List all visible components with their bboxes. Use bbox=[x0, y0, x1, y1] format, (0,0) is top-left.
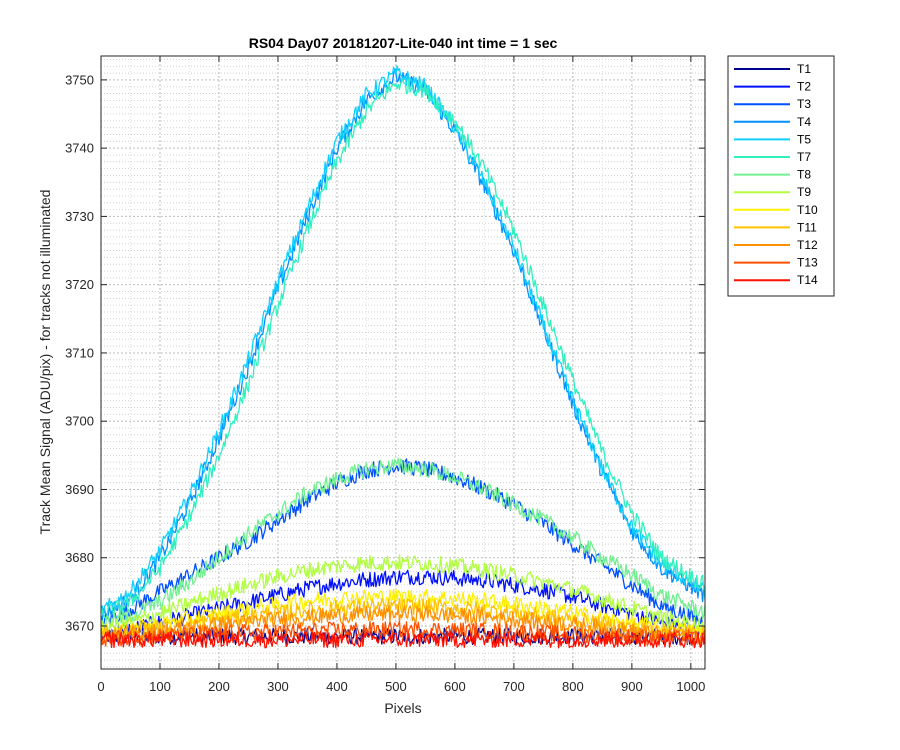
y-tick-label: 3700 bbox=[65, 414, 94, 429]
x-axis-label: Pixels bbox=[384, 700, 421, 716]
x-tick-label: 700 bbox=[503, 679, 525, 694]
legend-label-t7: T7 bbox=[797, 150, 811, 164]
series-layer bbox=[100, 65, 706, 649]
y-axis-label: Track Mean Signal (ADU/pix) - for tracks… bbox=[37, 190, 53, 535]
y-tick-label: 3710 bbox=[65, 345, 94, 360]
legend-label-t9: T9 bbox=[797, 185, 811, 199]
x-tick-label: 400 bbox=[326, 679, 348, 694]
x-tick-label: 900 bbox=[621, 679, 643, 694]
legend-label-t11: T11 bbox=[797, 220, 817, 234]
x-tick-label: 800 bbox=[562, 679, 584, 694]
legend-label-t1: T1 bbox=[797, 62, 811, 76]
x-tick-label: 100 bbox=[149, 679, 171, 694]
y-tick-label: 3730 bbox=[65, 209, 94, 224]
y-tick-label: 3740 bbox=[65, 141, 94, 156]
series-line-t13 bbox=[100, 620, 706, 647]
series-line-t8 bbox=[100, 457, 706, 627]
x-tick-label: 600 bbox=[444, 679, 466, 694]
x-tick-label: 300 bbox=[267, 679, 289, 694]
legend-label-t13: T13 bbox=[797, 256, 818, 270]
y-tick-label: 3680 bbox=[65, 550, 94, 565]
y-tick-label: 3720 bbox=[65, 277, 94, 292]
legend-label-t5: T5 bbox=[797, 132, 811, 146]
legend: T1 T2 T3 T4 T5 T7 T8 T9 T10 T11 T12 T13 T14 bbox=[727, 55, 835, 297]
y-tick-label: 3690 bbox=[65, 482, 94, 497]
legend-label-t2: T2 bbox=[797, 80, 811, 94]
plot-area: 3670 3680 3690 3700 3710 3720 3730 3740 3750 0 100… bbox=[65, 55, 706, 694]
legend-label-t8: T8 bbox=[797, 168, 811, 182]
chart-title: RS04 Day07 20181207-Lite-040 int time = … bbox=[249, 35, 558, 51]
series-line-t3 bbox=[100, 458, 706, 630]
x-tick-label: 0 bbox=[97, 679, 104, 694]
legend-label-t3: T3 bbox=[797, 97, 811, 111]
x-tick-label: 500 bbox=[385, 679, 407, 694]
legend-label-t12: T12 bbox=[797, 238, 818, 252]
series-line-t7 bbox=[100, 77, 706, 620]
x-tick-label: 200 bbox=[208, 679, 230, 694]
legend-box bbox=[727, 55, 835, 297]
series-line-t14 bbox=[100, 630, 706, 649]
axes-box bbox=[100, 55, 706, 670]
ticks: 3670 3680 3690 3700 3710 3720 3730 3740 3750 0 100… bbox=[65, 56, 705, 694]
series-line-t11 bbox=[101, 598, 706, 643]
legend-label-t4: T4 bbox=[797, 115, 811, 129]
series-line-t9 bbox=[100, 554, 706, 636]
legend-label-t14: T14 bbox=[797, 273, 818, 287]
legend-label-t10: T10 bbox=[797, 203, 818, 217]
y-tick-label: 3670 bbox=[65, 618, 94, 633]
x-tick-label: 1000 bbox=[676, 679, 705, 694]
y-tick-label: 3750 bbox=[65, 72, 94, 87]
series-line-t12 bbox=[100, 605, 706, 645]
legend-items: T1 T2 T3 T4 T5 T7 T8 T9 T10 T11 T12 T13 T14 bbox=[734, 62, 818, 287]
